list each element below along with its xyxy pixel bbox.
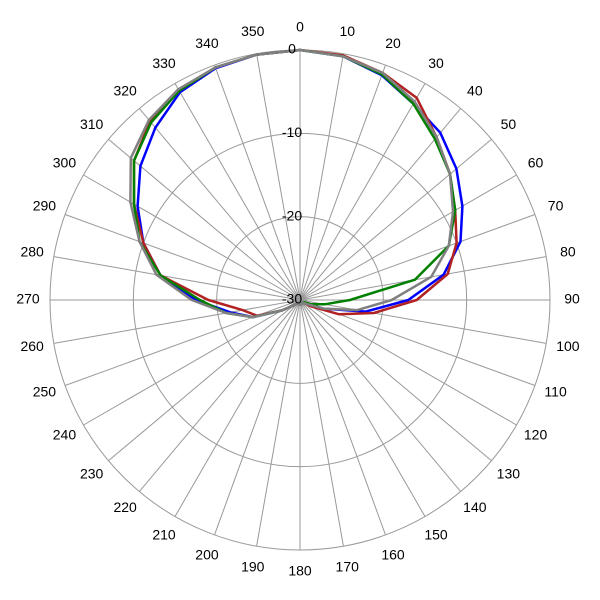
spoke [174,299,301,517]
spoke [256,53,301,301]
spoke [299,83,426,301]
spoke [299,64,386,301]
angle-label: 0 [296,19,304,35]
angle-label: 340 [195,35,219,51]
angle-label: 250 [33,384,57,400]
spoke [53,256,301,301]
spoke [108,299,301,462]
spoke [138,299,301,492]
angle-label: 110 [544,384,567,400]
angle-label: 260 [20,338,44,354]
spoke [174,83,301,301]
angle-label: 170 [336,559,360,575]
spoke [299,256,547,301]
spoke [83,174,301,301]
spoke [299,214,536,301]
spoke [138,108,301,301]
spoke [299,53,344,301]
angle-label: 270 [16,291,40,307]
series-line [129,48,455,319]
angle-label: 210 [152,526,176,542]
angle-label: 320 [113,82,137,98]
angle-label: 190 [241,559,265,575]
angle-label: 200 [195,546,219,562]
radial-tick-label: -10 [282,124,302,140]
angle-label: 30 [428,55,444,71]
angle-label: 150 [424,526,448,542]
angle-label: 20 [385,35,401,51]
spoke [299,108,462,301]
angle-label: 60 [528,155,544,171]
angle-label: 330 [152,55,176,71]
angle-label: 230 [80,466,104,482]
spoke [299,299,462,492]
spoke [214,299,301,536]
angle-label: 100 [556,338,580,354]
angle-label: 90 [564,291,580,307]
angle-label: 40 [467,82,483,98]
angle-label: 50 [501,116,517,132]
spoke [83,299,301,426]
spoke [256,299,301,547]
angle-label: 140 [463,499,487,515]
angle-label: 160 [381,546,405,562]
angle-label: 120 [524,427,548,443]
angle-label: 70 [548,198,564,214]
spoke [299,299,492,462]
ring [216,216,384,384]
angle-label: 290 [33,198,57,214]
spoke [64,214,301,301]
angle-label: 300 [53,155,77,171]
angle-label: 10 [339,23,355,39]
angle-label: 180 [288,563,312,579]
angle-label: 220 [113,499,137,515]
angle-label: 130 [497,466,521,482]
spoke [299,138,492,301]
spoke [299,174,517,301]
ring [132,132,468,468]
spoke [299,299,426,517]
angle-label: 80 [560,243,576,259]
spoke [299,299,344,547]
spoke [214,64,301,301]
angle-label: 240 [53,427,77,443]
angle-label: 280 [20,243,44,259]
radial-tick-label: -20 [282,207,302,223]
angle-label: 350 [241,23,265,39]
spoke [53,299,301,344]
angle-label: 310 [80,116,104,132]
radial-tick-label: -30 [282,291,302,307]
spoke [299,299,517,426]
spoke [299,299,386,536]
spoke [299,299,547,344]
radial-tick-label: 0 [288,41,296,57]
